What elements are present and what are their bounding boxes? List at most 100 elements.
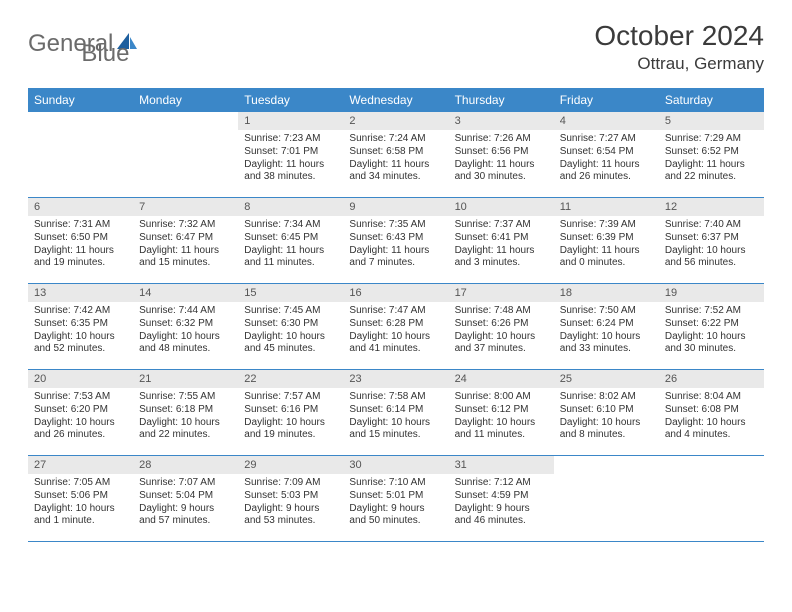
daylight-line: Daylight: 11 hours and 30 minutes.: [455, 159, 548, 185]
daylight-line: Daylight: 10 hours and 11 minutes.: [455, 417, 548, 443]
day-body: Sunrise: 7:48 AMSunset: 6:26 PMDaylight:…: [449, 302, 554, 356]
day-number: 19: [659, 284, 764, 302]
daylight-line: Daylight: 10 hours and 48 minutes.: [139, 331, 232, 357]
sunrise-line: Sunrise: 7:37 AM: [455, 219, 548, 232]
day-number: [659, 456, 764, 474]
day-number: 30: [343, 456, 448, 474]
day-body: Sunrise: 7:12 AMSunset: 4:59 PMDaylight:…: [449, 474, 554, 528]
day-body: Sunrise: 7:47 AMSunset: 6:28 PMDaylight:…: [343, 302, 448, 356]
sunset-line: Sunset: 6:32 PM: [139, 318, 232, 331]
sunrise-line: Sunrise: 7:34 AM: [244, 219, 337, 232]
day-body: Sunrise: 7:52 AMSunset: 6:22 PMDaylight:…: [659, 302, 764, 356]
day-body: Sunrise: 7:50 AMSunset: 6:24 PMDaylight:…: [554, 302, 659, 356]
sunset-line: Sunset: 6:12 PM: [455, 404, 548, 417]
day-body: Sunrise: 7:53 AMSunset: 6:20 PMDaylight:…: [28, 388, 133, 442]
sunset-line: Sunset: 6:16 PM: [244, 404, 337, 417]
day-cell: 19Sunrise: 7:52 AMSunset: 6:22 PMDayligh…: [659, 284, 764, 369]
sunrise-line: Sunrise: 7:12 AM: [455, 477, 548, 490]
day-cell: [28, 112, 133, 197]
daylight-line: Daylight: 11 hours and 3 minutes.: [455, 245, 548, 271]
daylight-line: Daylight: 11 hours and 7 minutes.: [349, 245, 442, 271]
day-cell: 28Sunrise: 7:07 AMSunset: 5:04 PMDayligh…: [133, 456, 238, 541]
daylight-line: Daylight: 10 hours and 41 minutes.: [349, 331, 442, 357]
day-body: Sunrise: 7:31 AMSunset: 6:50 PMDaylight:…: [28, 216, 133, 270]
sunrise-line: Sunrise: 7:42 AM: [34, 305, 127, 318]
day-body: Sunrise: 7:57 AMSunset: 6:16 PMDaylight:…: [238, 388, 343, 442]
sunrise-line: Sunrise: 7:47 AM: [349, 305, 442, 318]
day-cell: 15Sunrise: 7:45 AMSunset: 6:30 PMDayligh…: [238, 284, 343, 369]
daylight-line: Daylight: 10 hours and 30 minutes.: [665, 331, 758, 357]
brand-logo: General Blue: [28, 20, 129, 68]
sunset-line: Sunset: 6:30 PM: [244, 318, 337, 331]
sunset-line: Sunset: 5:03 PM: [244, 490, 337, 503]
day-cell: 27Sunrise: 7:05 AMSunset: 5:06 PMDayligh…: [28, 456, 133, 541]
day-body: Sunrise: 7:55 AMSunset: 6:18 PMDaylight:…: [133, 388, 238, 442]
sunrise-line: Sunrise: 7:27 AM: [560, 133, 653, 146]
day-number: 5: [659, 112, 764, 130]
sunset-line: Sunset: 6:52 PM: [665, 146, 758, 159]
sunrise-line: Sunrise: 7:48 AM: [455, 305, 548, 318]
sunrise-line: Sunrise: 7:26 AM: [455, 133, 548, 146]
daylight-line: Daylight: 10 hours and 45 minutes.: [244, 331, 337, 357]
sunset-line: Sunset: 7:01 PM: [244, 146, 337, 159]
sunset-line: Sunset: 6:56 PM: [455, 146, 548, 159]
daylight-line: Daylight: 11 hours and 38 minutes.: [244, 159, 337, 185]
day-number: 29: [238, 456, 343, 474]
day-number: 6: [28, 198, 133, 216]
sunset-line: Sunset: 5:01 PM: [349, 490, 442, 503]
day-cell: 26Sunrise: 8:04 AMSunset: 6:08 PMDayligh…: [659, 370, 764, 455]
sunset-line: Sunset: 6:50 PM: [34, 232, 127, 245]
sunrise-line: Sunrise: 8:02 AM: [560, 391, 653, 404]
daylight-line: Daylight: 10 hours and 56 minutes.: [665, 245, 758, 271]
sunset-line: Sunset: 6:28 PM: [349, 318, 442, 331]
dow-header-cell: Sunday: [28, 88, 133, 112]
day-body: Sunrise: 7:45 AMSunset: 6:30 PMDaylight:…: [238, 302, 343, 356]
daylight-line: Daylight: 9 hours and 46 minutes.: [455, 503, 548, 529]
day-cell: 16Sunrise: 7:47 AMSunset: 6:28 PMDayligh…: [343, 284, 448, 369]
day-number: 23: [343, 370, 448, 388]
sunrise-line: Sunrise: 7:32 AM: [139, 219, 232, 232]
daylight-line: Daylight: 9 hours and 50 minutes.: [349, 503, 442, 529]
day-body: Sunrise: 7:10 AMSunset: 5:01 PMDaylight:…: [343, 474, 448, 528]
day-number: 7: [133, 198, 238, 216]
day-cell: 9Sunrise: 7:35 AMSunset: 6:43 PMDaylight…: [343, 198, 448, 283]
day-cell: 3 Sunrise: 7:26 AMSunset: 6:56 PMDaylight…: [449, 112, 554, 197]
dow-header-cell: Thursday: [449, 88, 554, 112]
day-number: [554, 456, 659, 474]
day-number: 18: [554, 284, 659, 302]
day-cell: 1Sunrise: 7:23 AMSunset: 7:01 PMDaylight…: [238, 112, 343, 197]
dow-header-row: SundayMondayTuesdayWednesdayThursdayFrid…: [28, 88, 764, 112]
sunrise-line: Sunrise: 7:40 AM: [665, 219, 758, 232]
day-number: [133, 112, 238, 130]
day-cell: [133, 112, 238, 197]
day-body: Sunrise: 8:04 AMSunset: 6:08 PMDaylight:…: [659, 388, 764, 442]
day-number: 24: [449, 370, 554, 388]
sunrise-line: Sunrise: 7:52 AM: [665, 305, 758, 318]
day-body: Sunrise: 7:35 AMSunset: 6:43 PMDaylight:…: [343, 216, 448, 270]
sunrise-line: Sunrise: 7:35 AM: [349, 219, 442, 232]
sunset-line: Sunset: 6:43 PM: [349, 232, 442, 245]
daylight-line: Daylight: 10 hours and 52 minutes.: [34, 331, 127, 357]
day-cell: 22Sunrise: 7:57 AMSunset: 6:16 PMDayligh…: [238, 370, 343, 455]
day-number: 15: [238, 284, 343, 302]
sunrise-line: Sunrise: 7:31 AM: [34, 219, 127, 232]
daylight-line: Daylight: 9 hours and 57 minutes.: [139, 503, 232, 529]
day-number: 9: [343, 198, 448, 216]
sunset-line: Sunset: 5:06 PM: [34, 490, 127, 503]
sunset-line: Sunset: 6:41 PM: [455, 232, 548, 245]
sunrise-line: Sunrise: 7:39 AM: [560, 219, 653, 232]
day-cell: 8Sunrise: 7:34 AMSunset: 6:45 PMDaylight…: [238, 198, 343, 283]
day-cell: 5Sunrise: 7:29 AMSunset: 6:52 PMDaylight…: [659, 112, 764, 197]
day-body: Sunrise: 7:34 AMSunset: 6:45 PMDaylight:…: [238, 216, 343, 270]
day-body: Sunrise: 7:27 AMSunset: 6:54 PMDaylight:…: [554, 130, 659, 184]
day-cell: 4Sunrise: 7:27 AMSunset: 6:54 PMDaylight…: [554, 112, 659, 197]
daylight-line: Daylight: 11 hours and 19 minutes.: [34, 245, 127, 271]
sunset-line: Sunset: 6:10 PM: [560, 404, 653, 417]
day-body: Sunrise: 8:00 AMSunset: 6:12 PMDaylight:…: [449, 388, 554, 442]
sunrise-line: Sunrise: 7:55 AM: [139, 391, 232, 404]
day-number: 25: [554, 370, 659, 388]
day-number: 3: [449, 112, 554, 130]
sunrise-line: Sunrise: 8:04 AM: [665, 391, 758, 404]
day-body: Sunrise: 8:02 AMSunset: 6:10 PMDaylight:…: [554, 388, 659, 442]
sunrise-line: Sunrise: 7:10 AM: [349, 477, 442, 490]
